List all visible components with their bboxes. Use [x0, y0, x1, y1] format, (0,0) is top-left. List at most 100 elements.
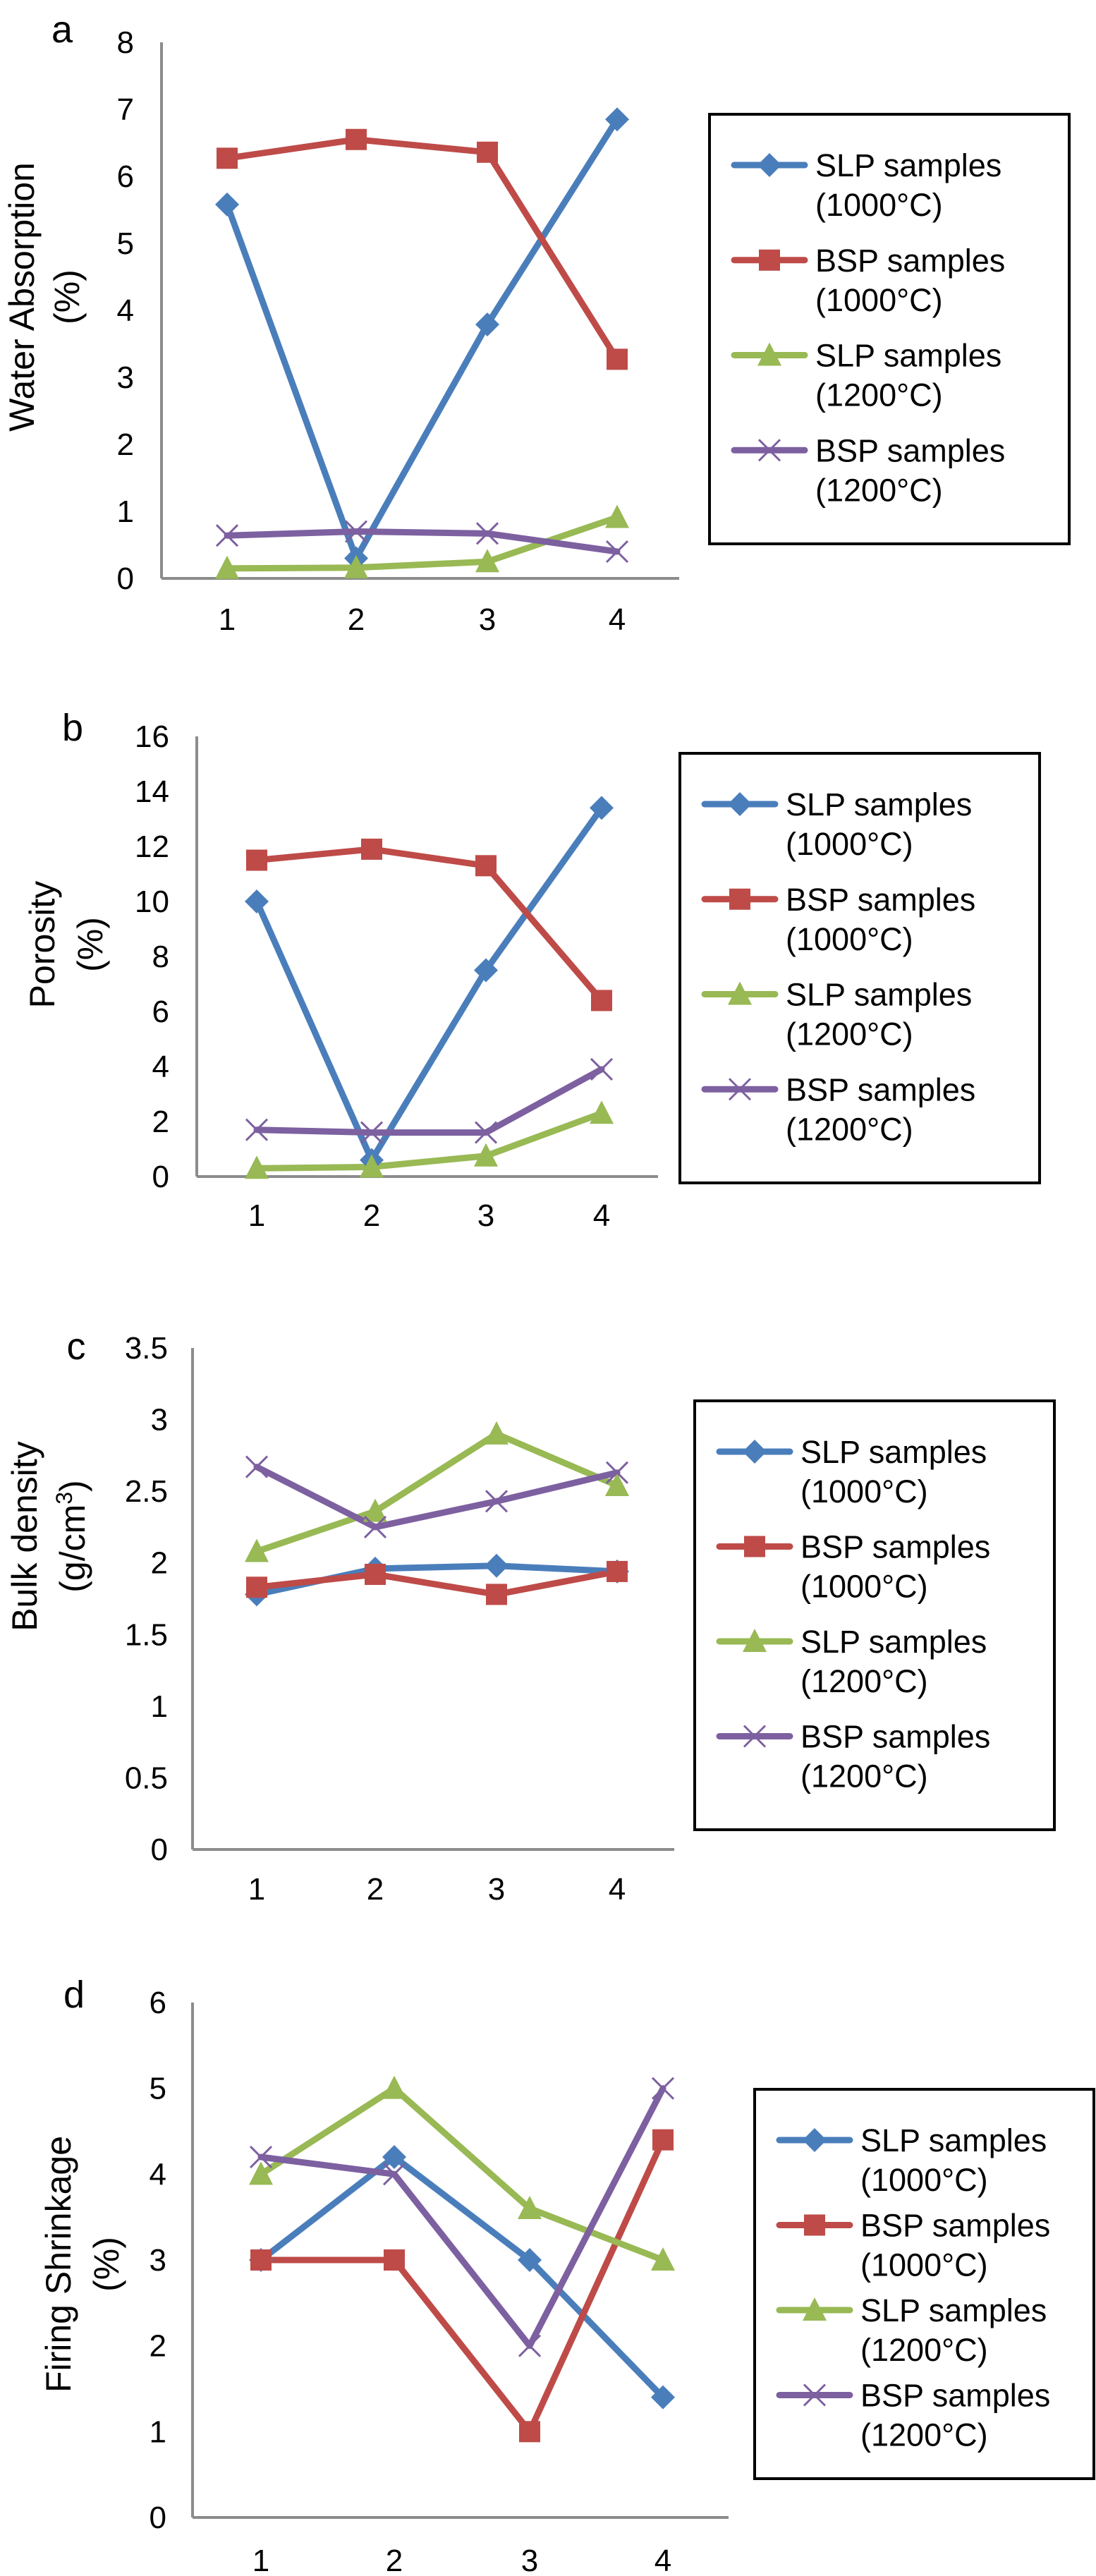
- legend-entry-slp1200: SLP samples(1200°C): [776, 2292, 1047, 2368]
- data-point-bsp1000: [246, 1576, 267, 1598]
- y-tick-label: 7: [117, 92, 134, 127]
- series-markers-bsp1000: [217, 128, 628, 370]
- data-point-bsp1200: [215, 524, 239, 547]
- data-point-slp1000: [475, 312, 499, 336]
- series-markers-bsp1000: [250, 2129, 674, 2443]
- y-axis-title: Firing Shrinkage (%): [39, 2136, 126, 2393]
- series-line-slp1200: [257, 2085, 666, 2264]
- series-line-slp1000: [224, 116, 621, 561]
- legend-label-line2: (1000°C): [786, 921, 913, 957]
- legend: SLP samples(1000°C) BSP samples(1000°C) SL…: [753, 2088, 1095, 2480]
- y-tick-label: 2.5: [125, 1474, 168, 1509]
- data-point-slp1200: [245, 1155, 269, 1179]
- series-line-bsp1000: [253, 846, 605, 1004]
- legend-label-line1: BSP samples: [860, 2208, 1050, 2244]
- legend-label-line2: (1000°C): [800, 1474, 928, 1509]
- data-point-bsp1000: [365, 1563, 386, 1585]
- legend-box: [753, 2088, 1095, 2480]
- legend-label-line2: (1000°C): [860, 2247, 988, 2283]
- legend: SLP samples(1000°C)BSP samples(1000°C)SL…: [708, 113, 1071, 545]
- x-tick-label: 1: [248, 1198, 265, 1233]
- data-point-slp1000: [605, 107, 629, 132]
- y-axis-title-line2: (%): [87, 2237, 126, 2292]
- legend-entry-slp1000: SLP samples (1000°C): [776, 2122, 1047, 2198]
- legend-label-line1: SLP samples: [786, 786, 972, 822]
- series-markers-slp1000: [215, 107, 629, 571]
- y-axis-title-line2: (%): [71, 917, 110, 972]
- data-point-slp1200: [605, 504, 629, 528]
- y-axis-title-line2: (%): [47, 269, 87, 324]
- data-point-bsp1200: [245, 1455, 269, 1478]
- data-point-slp1200: [518, 2196, 542, 2219]
- x-tick-label: 1: [219, 602, 236, 637]
- data-point-slp1200: [485, 1421, 509, 1445]
- legend-label-line2: (1000°C): [815, 282, 943, 318]
- series-line-bsp1200: [253, 1464, 621, 1531]
- data-point-bsp1000: [477, 141, 498, 163]
- y-tick-label: 8: [117, 25, 134, 60]
- legend-entry-slp1000: SLP samples (1000°C): [731, 147, 1001, 223]
- y-tick-label: 6: [150, 1986, 166, 2020]
- x-tick-label: 4: [654, 2544, 671, 2576]
- data-point-bsp1000: [217, 147, 238, 169]
- legend-entry-slp1200: SLP samples(1200°C): [731, 338, 1001, 413]
- y-tick-label: 14: [135, 774, 169, 809]
- legend-box: [708, 113, 1071, 545]
- legend-label-line2: (1000°C): [815, 187, 943, 223]
- legend-label-line2: (1200°C): [860, 2417, 988, 2453]
- series-markers-bsp1200: [249, 2077, 675, 2357]
- data-point-slp1200: [382, 2075, 406, 2099]
- legend-label-line2: (1000°C): [786, 826, 913, 862]
- data-point-slp1200: [360, 1154, 384, 1178]
- legend-marker-bsp1000: [804, 2214, 825, 2236]
- y-tick-label: 5: [117, 226, 134, 261]
- data-point-slp1200: [249, 2161, 273, 2185]
- x-tick-label: 2: [348, 602, 365, 637]
- y-axis-title-line2: (g/cm3): [51, 1480, 92, 1592]
- data-point-bsp1000: [486, 1584, 507, 1605]
- legend: SLP samples(1000°C)BSP samples(1000°C)SL…: [693, 1399, 1056, 1831]
- legend-marker-slp1200: [757, 342, 781, 366]
- y-tick-label: 0: [151, 1833, 168, 1867]
- x-tick-label: 2: [363, 1198, 380, 1233]
- x-tick-label: 3: [477, 1198, 494, 1233]
- legend-entry-slp1000: SLP samples (1000°C): [701, 786, 972, 862]
- x-tick-label: 1: [252, 2544, 269, 2576]
- data-point-bsp1000: [361, 838, 382, 860]
- y-tick-label: 16: [135, 719, 169, 754]
- panel-letter: a: [51, 8, 73, 51]
- legend-marker-bsp1200: [803, 2383, 827, 2407]
- legend-entry-bsp1200: BSP samples (1200°C): [731, 432, 1005, 508]
- y-tick-label: 6: [152, 995, 169, 1029]
- y-tick-label: 4: [150, 2157, 166, 2192]
- series-markers-slp1200: [249, 2075, 675, 2271]
- data-point-slp1200: [605, 1473, 629, 1497]
- y-axis-title-unit: (g/cm: [53, 1505, 92, 1593]
- x-tick-label: 3: [488, 1872, 505, 1907]
- y-axis-title-line1: Firing Shrinkage: [39, 2136, 78, 2393]
- y-tick-label: 0: [117, 561, 134, 596]
- legend-label-line2: (1200°C): [860, 2332, 988, 2368]
- series-markers-bsp1200: [215, 520, 629, 564]
- y-axis-title: Bulk density (g/cm3): [5, 1441, 92, 1632]
- legend-marker-slp1000: [803, 2128, 827, 2152]
- legend-label-line2: (1200°C): [786, 1111, 913, 1147]
- legend-label-line1: SLP samples: [786, 977, 972, 1013]
- legend-label-line1: BSP samples: [786, 882, 975, 918]
- legend-marker-slp1200: [803, 2297, 827, 2321]
- y-tick-label: 1: [117, 494, 134, 529]
- legend-entry-bsp1200: BSP samples (1200°C): [701, 1071, 975, 1147]
- y-tick-label: 1: [150, 2414, 166, 2449]
- legend-marker-bsp1200: [743, 1725, 767, 1748]
- data-point-bsp1000: [346, 128, 367, 150]
- data-point-bsp1200: [605, 1461, 629, 1484]
- data-point-bsp1000: [519, 2421, 540, 2443]
- legend-marker-bsp1000: [729, 888, 750, 910]
- series-line-slp1200: [253, 1430, 621, 1555]
- x-tick-label: 2: [367, 1872, 384, 1907]
- legend-marker-slp1000: [743, 1440, 767, 1464]
- data-point-bsp1200: [605, 540, 629, 564]
- legend-entry-slp1000: SLP samples (1000°C): [716, 1434, 987, 1509]
- data-point-bsp1200: [360, 1121, 384, 1144]
